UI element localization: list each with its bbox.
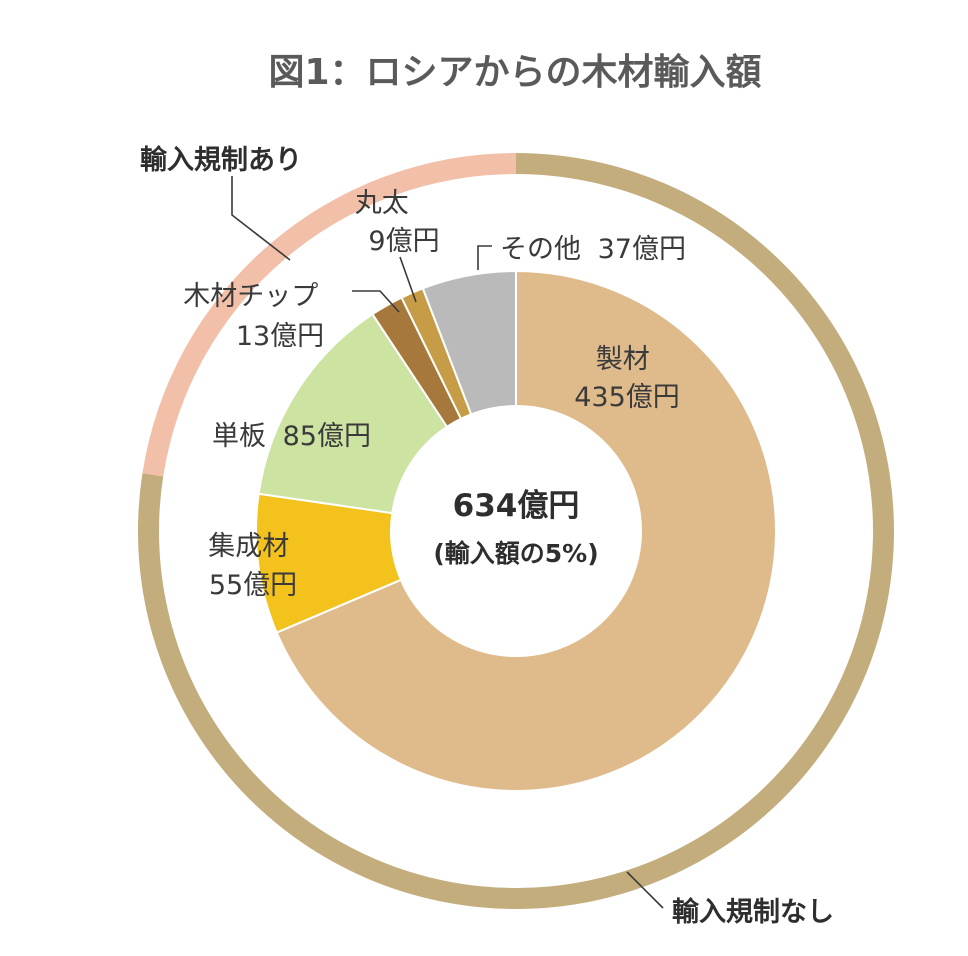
- label-log: 丸太 9億円: [355, 188, 440, 257]
- label-log-name: 丸太: [355, 188, 409, 219]
- center-total-label: 634億円: [453, 488, 580, 524]
- label-chip-value: 13億円: [236, 321, 324, 352]
- center-hole: [391, 406, 641, 656]
- label-lumber-name: 製材: [596, 344, 650, 375]
- label-lumber-value: 435億円: [574, 382, 680, 413]
- label-other: その他 37億円: [500, 234, 686, 265]
- leader-line-regulated: [231, 176, 291, 261]
- label-veneer: 単板 85億円: [212, 421, 371, 452]
- label-log-value: 9億円: [368, 226, 439, 257]
- label-unregulated: 輸入規制なし: [672, 896, 834, 928]
- chart-title: 図1：ロシアからの木材輸入額: [268, 52, 761, 93]
- label-glulam: 集成材 55億円: [208, 531, 298, 601]
- label-chip: 木材チップ 13億円: [183, 281, 327, 352]
- label-veneer-name: 単板: [212, 421, 266, 452]
- label-glulam-value: 55億円: [209, 570, 297, 601]
- label-glulam-name: 集成材: [208, 531, 289, 562]
- label-lumber: 製材 435億円: [574, 344, 680, 413]
- center-share-label: (輸入額の5%): [433, 539, 598, 568]
- label-veneer-value: 85億円: [283, 421, 371, 452]
- leader-line-chip: [352, 290, 400, 313]
- label-other-value: 37億円: [598, 234, 686, 265]
- leader-line-log: [399, 256, 417, 303]
- label-other-name: その他: [500, 234, 581, 265]
- outer-ring-segment-2: [142, 153, 517, 477]
- leader-line-unregulated: [626, 871, 664, 909]
- outer-ring: [138, 153, 895, 909]
- label-regulated: 輸入規制あり: [140, 144, 302, 176]
- leader-line-other: [477, 245, 492, 270]
- inner-ring: [255, 269, 777, 792]
- label-chip-name: 木材チップ: [183, 281, 318, 312]
